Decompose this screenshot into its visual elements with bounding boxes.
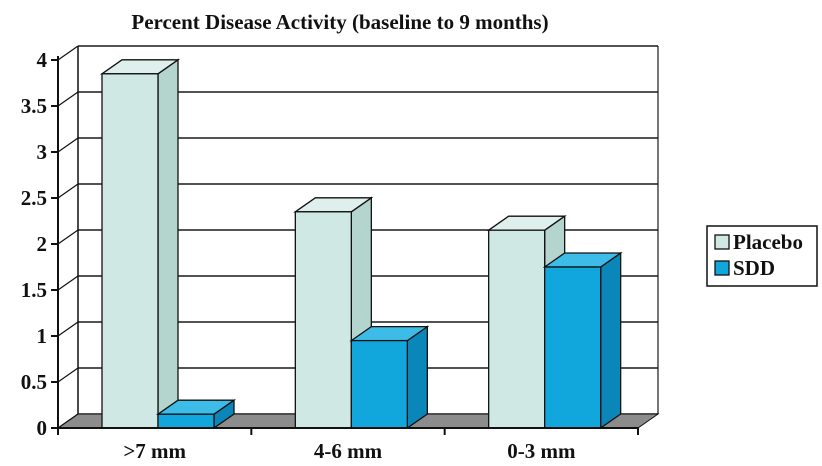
y-tick-connector-4	[57, 229, 79, 245]
bar-placebo-0	[99, 58, 181, 430]
y-tick-label-2: 1	[37, 324, 48, 348]
bar-placebo-0-side	[157, 58, 179, 430]
legend-swatch-placebo	[714, 234, 730, 250]
x-category-label-2: 0-3 mm	[507, 439, 576, 463]
y-tick-label-6: 3	[37, 140, 48, 164]
bar-sdd-2-front	[544, 266, 602, 429]
y-tick-connector-0	[57, 413, 79, 429]
y-tick-connector-7	[57, 91, 79, 107]
y-tick-label-8: 4	[37, 48, 48, 72]
legend-label-placebo: Placebo	[733, 230, 803, 254]
y-tick-label-1: 0.5	[21, 370, 47, 394]
y-tick-connector-6	[57, 137, 79, 153]
bar-placebo-2-front	[488, 229, 546, 429]
legend-swatch-sdd	[714, 260, 730, 276]
y-axis: 0 0.5 1 1.5 2 2.5 3 3.5 4	[21, 45, 79, 440]
x-axis: >7 mm 4-6 mm 0-3 mm	[57, 427, 639, 463]
bar-sdd-1	[349, 325, 430, 430]
y-tick-label-7: 3.5	[21, 94, 47, 118]
bar-sdd-1-side	[406, 325, 428, 430]
x-category-label-1: 4-6 mm	[314, 439, 383, 463]
bar-placebo-1-front	[294, 211, 352, 429]
chart-title: Percent Disease Activity (baseline to 9 …	[131, 10, 548, 34]
y-tick-label-4: 2	[37, 232, 48, 256]
bar-sdd-1-front	[350, 339, 408, 429]
bar-sdd-2-side	[600, 251, 622, 430]
y-tick-connector-3	[57, 275, 79, 291]
bar-sdd-2	[542, 251, 623, 430]
legend-label-sdd: SDD	[733, 256, 775, 280]
bars	[99, 58, 623, 430]
y-tick-connector-2	[57, 321, 79, 337]
bar-placebo-0-front	[101, 73, 159, 429]
bar-sdd-0-front	[157, 413, 215, 429]
y-tick-label-0: 0	[37, 416, 48, 440]
y-tick-connector-1	[57, 367, 79, 383]
x-category-label-0: >7 mm	[123, 439, 186, 463]
y-tick-connector-8	[57, 45, 79, 61]
y-tick-connector-5	[57, 183, 79, 199]
bar-sdd-0	[155, 398, 237, 430]
y-tick-label-3: 1.5	[21, 278, 47, 302]
y-tick-label-5: 2.5	[21, 186, 47, 210]
